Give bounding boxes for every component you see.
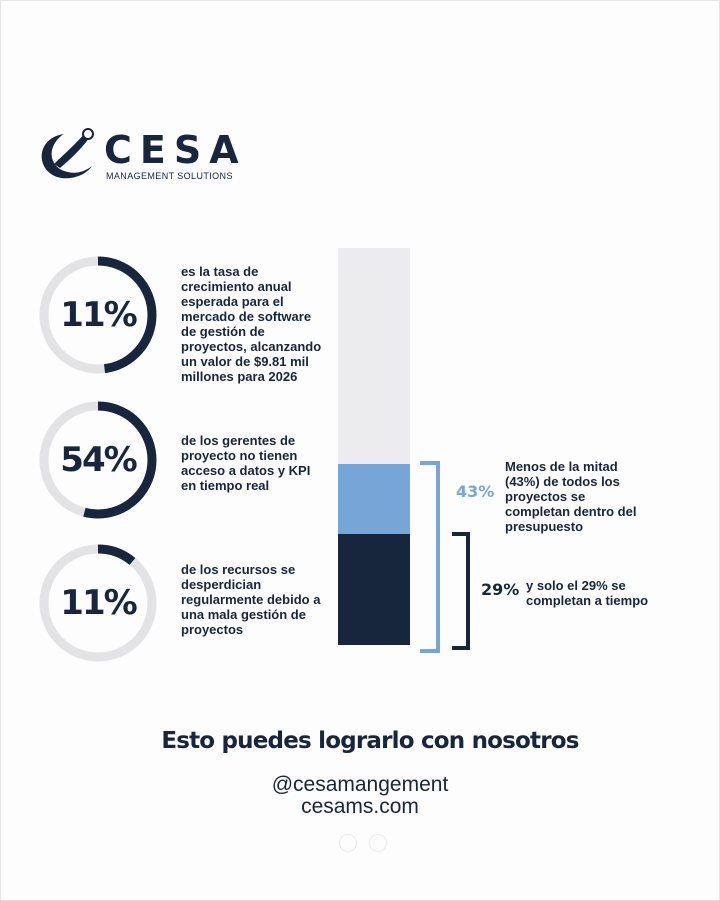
progress-arc <box>39 544 157 662</box>
carousel-dot[interactable] <box>339 834 357 852</box>
brand-name: CESA <box>104 128 247 172</box>
stat-ring-managers-kpi: 54% <box>38 400 158 520</box>
bracket-29 <box>452 532 470 650</box>
on-time-percent: 29% <box>481 580 520 599</box>
carousel-dot[interactable] <box>369 834 387 852</box>
stat-description: de los gerentes de proyecto no tienen acce… <box>181 433 311 493</box>
progress-ring <box>39 544 157 662</box>
progress-ring <box>39 256 157 374</box>
stat-percent: 11% <box>60 295 137 335</box>
bar-segment-on-time <box>338 534 410 645</box>
stat-description: es la tasa de crecimiento anual esperada p… <box>181 264 322 384</box>
progress-ring <box>39 401 157 519</box>
stat-ring-market-growth: 11% <box>38 255 158 375</box>
stat-ring-wasted-resources: 11% <box>38 543 158 663</box>
stat-percent: 11% <box>60 583 137 623</box>
footer-headline: Esto puedes lograrlo con nosotros <box>161 728 579 754</box>
within-budget-description: Menos de la mitad (43%) de todos los proy… <box>505 459 637 534</box>
brand-tagline: MANAGEMENT SOLUTIONS <box>106 171 233 181</box>
logo-mark-icon <box>41 128 94 179</box>
on-time-description: y solo el 29% se completan a tiempo <box>526 578 649 608</box>
stat-percent: 54% <box>60 440 137 480</box>
bar-segment-within-budget <box>338 464 410 534</box>
bracket-43 <box>420 461 440 653</box>
stat-description: de los recursos se desperdician regularmen… <box>181 562 321 637</box>
bar-segment-remaining <box>338 248 410 464</box>
website-link[interactable]: cesams.com <box>301 795 419 818</box>
brand-logo: CESA MANAGEMENT SOLUTIONS <box>38 126 248 184</box>
progress-arc <box>39 401 157 519</box>
social-handle[interactable]: @cesamangement <box>271 773 449 796</box>
progress-arc <box>39 256 157 374</box>
within-budget-percent: 43% <box>456 482 495 501</box>
